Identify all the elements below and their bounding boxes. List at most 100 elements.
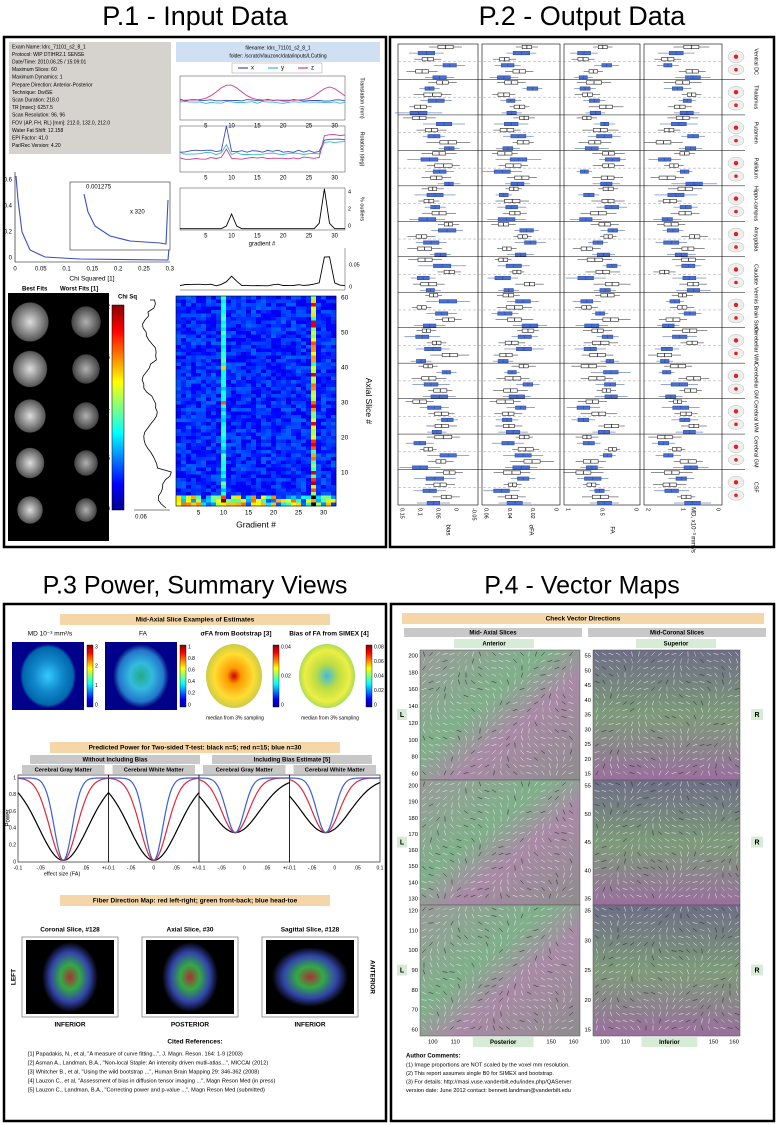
heatmap-cell (326, 443, 331, 447)
heatmap-cell (266, 475, 271, 479)
heatmap-cell (216, 440, 221, 444)
heatmap-cell (206, 433, 211, 437)
heatmap-cell (316, 384, 321, 388)
heatmap-cell (296, 314, 301, 318)
heatmap-cell (326, 419, 331, 423)
heatmap-cell (271, 450, 276, 454)
label: POSTERIOR (171, 1022, 210, 1029)
heatmap-cell (276, 356, 281, 360)
heatmap-cell (281, 475, 286, 479)
heatmap-cell (231, 408, 236, 412)
heatmap-cell (251, 412, 256, 416)
heatmap-cell (216, 310, 221, 314)
heatmap-cell (231, 475, 236, 479)
heatmap-cell (276, 433, 281, 437)
x-tick-label: 0.2 (114, 267, 123, 273)
heatmap-cell (331, 447, 336, 451)
heatmap-cell (321, 363, 326, 367)
heatmap-cell (176, 440, 181, 444)
heatmap-cell (296, 419, 301, 423)
heatmap-cell (241, 384, 246, 388)
y-tick-label: 0.2 (4, 230, 13, 236)
slice-image (11, 302, 49, 342)
heatmap-cell (186, 405, 191, 409)
heatmap-cell (251, 363, 256, 367)
heatmap-cell (201, 408, 206, 412)
heatmap-cell (256, 317, 261, 321)
heatmap-cell (281, 296, 286, 300)
heatmap-cell (326, 356, 331, 360)
heatmap-cell (256, 373, 261, 377)
heatmap-cell (191, 426, 196, 430)
colorbar-tick-label: 0.02 (374, 688, 384, 694)
heatmap-cell (321, 475, 326, 479)
heatmap-cell (291, 394, 296, 398)
heatmap-cell (191, 387, 196, 391)
heatmap-cell (271, 419, 276, 423)
heatmap-cell (326, 349, 331, 353)
heatmap-cell (311, 296, 316, 300)
heatmap-cell (276, 296, 281, 300)
heatmap-cell (176, 499, 181, 503)
label: Prepare Direction: Anterior-Posterior (12, 82, 93, 88)
y-tick-label: 10 (341, 470, 349, 477)
heatmap-cell (181, 345, 186, 349)
heatmap-cell (206, 310, 211, 314)
label: 0.233 (94, 483, 107, 489)
heatmap-cell (241, 405, 246, 409)
heatmap-cell (326, 471, 331, 475)
heatmap-cell (201, 394, 206, 398)
heatmap-cell (286, 387, 291, 391)
heatmap-cell (296, 412, 301, 416)
colorbar (366, 645, 372, 707)
colorbar-tick-label: 0.4 (188, 679, 195, 685)
heatmap-cell (176, 296, 181, 300)
heatmap-cell (211, 454, 216, 458)
heatmap-cell (196, 450, 201, 454)
heatmap-cell (301, 300, 306, 304)
heatmap-cell (296, 433, 301, 437)
heatmap-cell (296, 307, 301, 311)
heatmap-cell (236, 492, 241, 496)
heatmap-cell (276, 345, 281, 349)
heatmap-cell (306, 317, 311, 321)
heatmap-cell (231, 405, 236, 409)
heatmap-cell (216, 370, 221, 374)
heatmap-cell (271, 492, 276, 496)
heatmap-cell (291, 349, 296, 353)
heatmap-cell (226, 380, 231, 384)
axis-label: FA (608, 526, 614, 533)
label: y (281, 66, 284, 72)
heatmap-cell (261, 356, 266, 360)
heatmap-cell (316, 454, 321, 458)
heatmap-cell (191, 307, 196, 311)
heatmap-cell (291, 377, 296, 381)
heatmap-cell (181, 464, 186, 468)
heatmap-cell (211, 412, 216, 416)
heatmap-cell (221, 492, 226, 496)
heatmap-cell (176, 314, 181, 318)
heatmap-cell (216, 384, 221, 388)
heatmap-cell (191, 461, 196, 465)
heatmap-cell (316, 429, 321, 433)
y-tick-label: 45 (585, 840, 591, 846)
heatmap-cell (331, 482, 336, 486)
label: R (754, 839, 759, 846)
heatmap-cell (271, 485, 276, 489)
heatmap-cell (316, 443, 321, 447)
heatmap-cell (281, 303, 286, 307)
heatmap-cell (271, 331, 276, 335)
heatmap-cell (326, 499, 331, 503)
heatmap-cell (291, 468, 296, 472)
heatmap-cell (226, 328, 231, 332)
heatmap-cell (311, 440, 316, 444)
heatmap-cell (261, 398, 266, 402)
heatmap-cell (276, 352, 281, 356)
heatmap-cell (221, 422, 226, 426)
heatmap-cell (176, 433, 181, 437)
heatmap-cell (286, 471, 291, 475)
heatmap-cell (196, 314, 201, 318)
heatmap-cell (246, 398, 251, 402)
heatmap-cell (176, 349, 181, 353)
panel-title: P.1 - Input Data (102, 1, 289, 31)
